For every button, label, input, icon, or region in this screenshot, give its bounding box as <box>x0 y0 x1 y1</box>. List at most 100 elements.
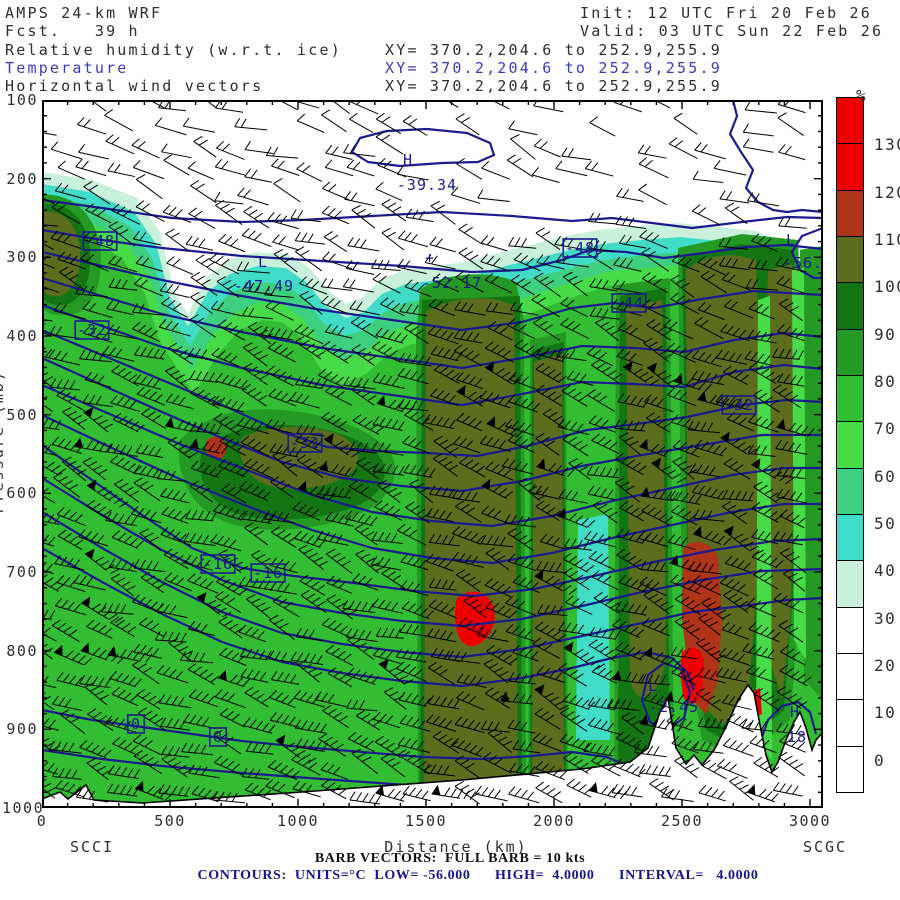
wind-barb <box>181 742 213 756</box>
wind-barb <box>193 135 217 158</box>
wind-barb <box>586 346 614 367</box>
wind-barb <box>371 441 404 456</box>
wind-barb <box>371 259 401 272</box>
wind-barb <box>642 272 668 293</box>
wind-barb <box>772 781 803 797</box>
wind-barb <box>374 500 403 521</box>
terrain-profile <box>41 683 824 809</box>
wind-barb <box>243 458 274 479</box>
contour-label: H <box>403 151 413 169</box>
wind-barb <box>350 94 379 115</box>
contour-label: -48 <box>85 232 115 250</box>
wind-barb <box>592 499 618 524</box>
wind-barb <box>673 373 713 392</box>
wind-barb <box>62 406 88 430</box>
wind-barb <box>349 300 381 316</box>
wind-barb <box>430 388 459 406</box>
wind-barb <box>347 634 375 660</box>
wind-barb <box>133 750 162 775</box>
wind-barb <box>698 785 727 802</box>
wind-barb <box>372 647 401 665</box>
wind-barb <box>477 627 509 642</box>
wind-barb <box>295 628 324 642</box>
wind-barb <box>158 784 191 797</box>
wind-barb <box>397 367 429 385</box>
wind-barb <box>426 553 454 572</box>
wind-barb <box>432 730 460 754</box>
wind-barb <box>372 373 405 389</box>
wind-barb <box>751 549 784 569</box>
wind-barb <box>397 258 427 275</box>
wind-barb <box>670 292 700 315</box>
wind-barb <box>53 302 86 320</box>
colorbar-tick-label: 60 <box>874 466 897 486</box>
wind-barb <box>433 435 459 459</box>
wind-barb <box>75 788 109 803</box>
wind-barb <box>718 237 748 250</box>
wind-barb <box>320 277 353 292</box>
colorbar-units-label: % <box>856 86 868 105</box>
wind-barb <box>646 319 672 341</box>
wind-barb <box>486 644 518 666</box>
wind-barb <box>55 779 85 798</box>
wind-barb <box>50 141 83 160</box>
wind-barb <box>190 386 222 409</box>
colorbar-cell <box>836 282 864 330</box>
wind-barb <box>271 158 300 176</box>
wind-barb <box>350 316 378 339</box>
wind-barb <box>427 627 457 643</box>
wind-barb <box>700 270 728 294</box>
wind-barb <box>272 595 300 618</box>
wind-barb <box>746 597 776 618</box>
wind-barb <box>778 619 804 643</box>
wind-barb <box>167 342 194 365</box>
wind-barb <box>343 376 376 390</box>
wind-barb <box>216 575 248 597</box>
temperature-contour-line <box>41 477 824 628</box>
wind-barb <box>639 438 672 458</box>
wind-barb <box>588 626 621 640</box>
wind-barb <box>183 532 216 547</box>
wind-barb <box>485 547 510 571</box>
wind-barb <box>715 349 747 365</box>
wind-barb <box>73 437 113 453</box>
wind-barb <box>479 435 512 452</box>
contour-label: -56.9 <box>783 254 823 272</box>
wind-barb <box>671 253 700 273</box>
wind-barb <box>485 461 514 481</box>
wind-barb <box>79 349 112 363</box>
wind-barb <box>458 247 484 270</box>
wind-barb <box>777 112 804 136</box>
wind-barb <box>273 178 301 203</box>
wind-barb <box>485 600 517 619</box>
colorbar-tick-label: 90 <box>874 324 897 344</box>
plot-frame <box>41 99 823 809</box>
wind-barb <box>108 278 138 291</box>
wind-barb <box>396 165 429 181</box>
wind-barb <box>326 548 353 574</box>
wind-barb <box>320 295 349 315</box>
wind-barb <box>106 443 138 457</box>
contour-label: 0 <box>131 715 141 733</box>
wind-barb <box>475 785 508 802</box>
wind-barb <box>588 639 620 662</box>
wind-barb <box>321 205 350 225</box>
wind-barb <box>342 278 374 293</box>
colorbar-tick-label: 100 <box>874 277 900 297</box>
wind-barb <box>509 762 540 777</box>
wind-barb <box>455 113 480 136</box>
wind-barb <box>651 457 687 483</box>
wind-barb <box>661 788 694 803</box>
wind-barb <box>57 529 84 551</box>
wind-barb <box>131 138 160 159</box>
wind-barb <box>772 384 802 409</box>
wind-barb <box>716 667 748 683</box>
wind-barb <box>210 300 243 317</box>
wind-barb <box>242 306 274 320</box>
wind-barb <box>778 144 806 161</box>
wind-barb <box>380 753 406 778</box>
wind-barb <box>480 534 514 548</box>
wind-barb <box>589 278 617 292</box>
wind-barb <box>265 778 295 799</box>
wind-barb <box>352 414 385 435</box>
